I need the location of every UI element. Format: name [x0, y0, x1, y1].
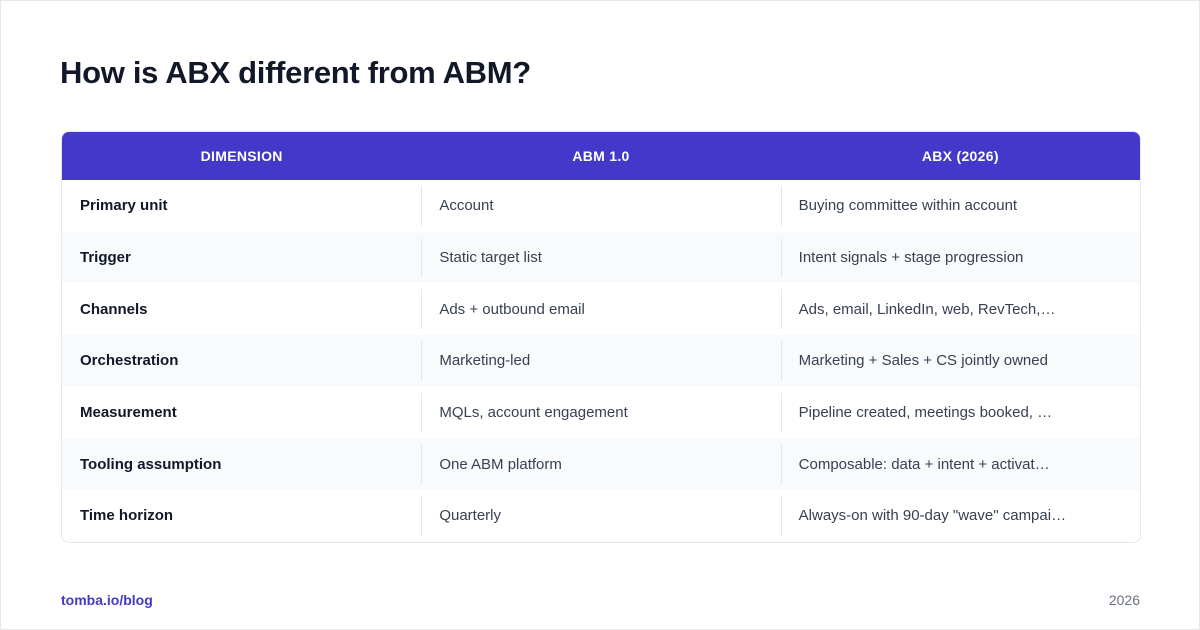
table-row: Tooling assumption One ABM platform Compos…: [62, 438, 1140, 491]
table-row: Orchestration Marketing-led Marketing + Sa…: [62, 335, 1140, 387]
table-cell: Always-on with 90-day "wave" campai…: [780, 490, 1140, 542]
table-cell: Pipeline created, meetings booked, …: [780, 387, 1140, 439]
table-cell: Intent signals + stage progression: [780, 232, 1140, 284]
table-row: Measurement MQLs, account engagement Pipel…: [62, 386, 1140, 439]
blog-link[interactable]: tomba.io/blog: [61, 592, 153, 608]
table-cell: Ads, email, LinkedIn, web, RevTech,…: [780, 283, 1140, 335]
title: How is ABX different from ABM?: [60, 55, 531, 90]
table-cell: One ABM platform: [421, 438, 780, 490]
row-label: Primary unit: [80, 197, 168, 215]
row-label: Channels: [80, 300, 148, 318]
row-label: Measurement: [80, 404, 177, 422]
table-cell: Buying committee within account: [780, 180, 1140, 232]
table-cell: Composable: data + intent + activat…: [780, 438, 1140, 490]
footer-year: 2026: [1108, 592, 1140, 608]
table-cell: Ads + outbound email: [421, 283, 780, 335]
row-label: Tooling assumption: [80, 455, 222, 473]
header-row: DIMENSION ABM 1.0 ABX (2026): [62, 132, 1140, 180]
column-header: DIMENSION: [200, 148, 283, 164]
table-cell: Account: [421, 180, 780, 232]
row-label: Trigger: [80, 249, 131, 267]
table-row: Primary unit Account Buying committee with…: [62, 180, 1140, 232]
row-label: Orchestration: [80, 352, 179, 370]
table-cell: MQLs, account engagement: [421, 387, 780, 439]
table-cell: Quarterly: [421, 490, 780, 542]
column-header: ABM 1.0: [572, 148, 630, 164]
comparison-table: DIMENSION ABM 1.0 ABX (2026) Primary unit Ac…: [61, 131, 1141, 543]
column-header: ABX (2026): [921, 148, 999, 164]
row-label: Time horizon: [80, 507, 174, 525]
table-row: Time horizon Quarterly Always-on with 90-d…: [62, 490, 1140, 542]
table-cell: Static target list: [421, 232, 780, 284]
table-cell: Marketing + Sales + CS jointly owned: [780, 335, 1140, 387]
table-row: Channels Ads + outbound email Ads, email, …: [62, 283, 1140, 336]
table-row: Trigger Static target list Intent signals …: [62, 231, 1140, 284]
table-cell: Marketing-led: [421, 335, 780, 387]
